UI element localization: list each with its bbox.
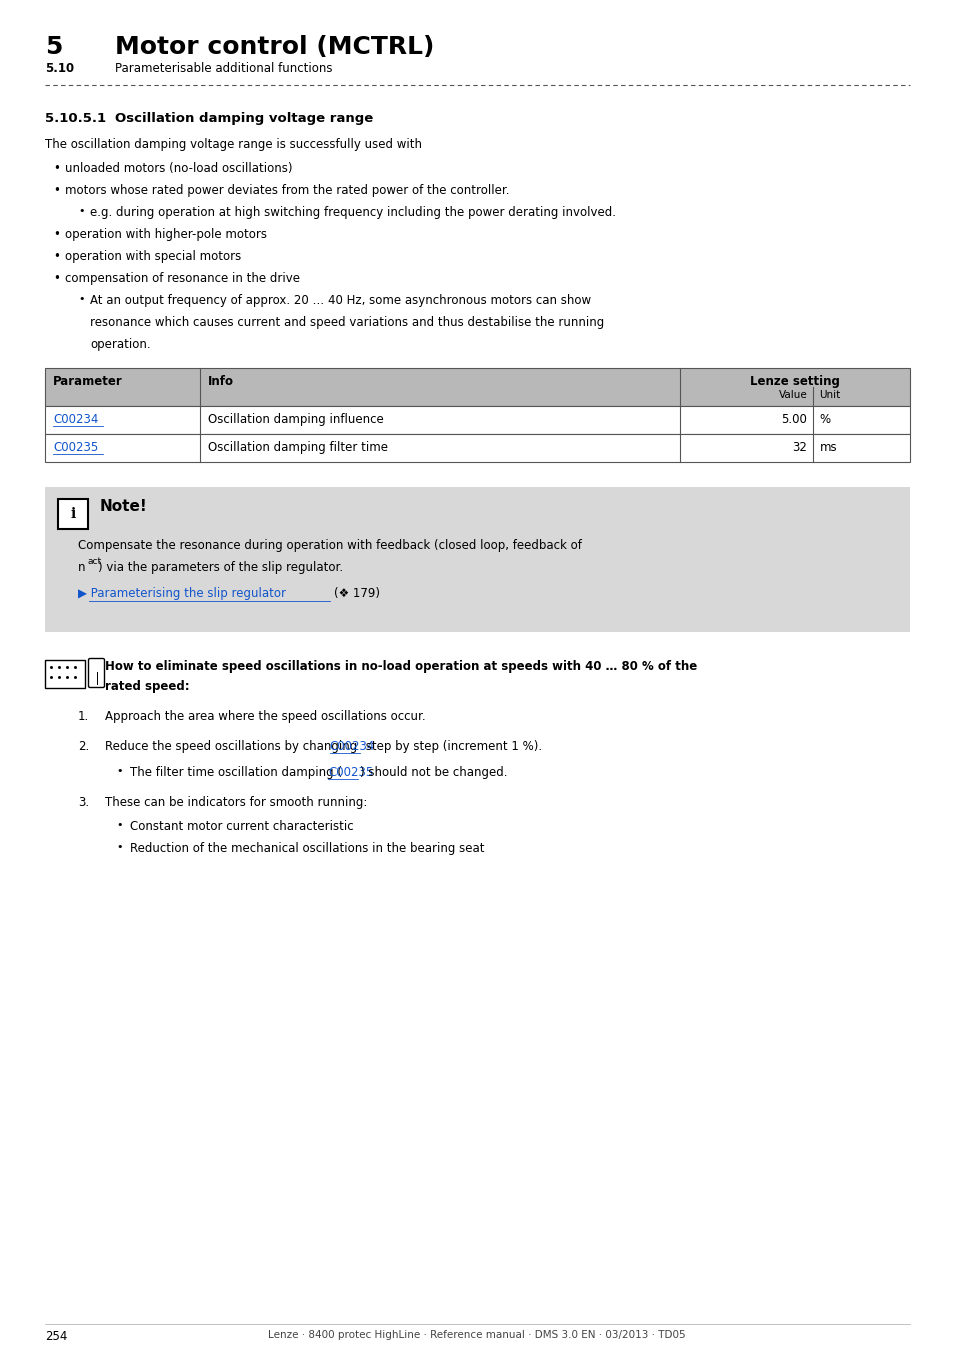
Text: 5.10.5.1: 5.10.5.1 [45,112,106,126]
Text: ) should not be changed.: ) should not be changed. [359,765,507,779]
Text: The filter time oscillation damping (: The filter time oscillation damping ( [130,765,341,779]
Bar [45,433,909,462]
Text: unloaded motors (no-load oscillations): unloaded motors (no-load oscillations) [65,162,293,176]
Text: Approach the area where the speed oscillations occur.: Approach the area where the speed oscill… [105,710,425,724]
Text: At an output frequency of approx. 20 … 40 Hz, some asynchronous motors can show: At an output frequency of approx. 20 … 4… [90,294,591,306]
Text: Reduce the speed oscillations by changing: Reduce the speed oscillations by changin… [105,740,360,753]
Text: operation with higher-pole motors: operation with higher-pole motors [65,228,267,242]
Text: 1.: 1. [78,710,90,724]
Text: •: • [53,162,60,176]
Bar [45,369,909,406]
Text: C00234: C00234 [53,413,98,427]
Text: ▶ Parameterising the slip regulator: ▶ Parameterising the slip regulator [78,587,286,599]
Text: The oscillation damping voltage range is successfully used with: The oscillation damping voltage range is… [45,138,421,151]
Bar [58,500,88,529]
Text: i: i [71,508,75,521]
Text: ) via the parameters of the slip regulator.: ) via the parameters of the slip regulat… [98,562,343,574]
Text: 3.: 3. [78,796,89,809]
Text: 32: 32 [792,441,806,454]
Text: 2.: 2. [78,740,90,753]
Text: Info: Info [208,375,233,387]
Text: These can be indicators for smooth running:: These can be indicators for smooth runni… [105,796,367,809]
Bar [45,487,909,632]
Text: Lenze · 8400 protec HighLine · Reference manual · DMS 3.0 EN · 03/2013 · TD05: Lenze · 8400 protec HighLine · Reference… [268,1330,685,1341]
Text: n: n [78,562,86,574]
Text: operation.: operation. [90,338,151,351]
Text: Oscillation damping voltage range: Oscillation damping voltage range [115,112,373,126]
Text: •: • [78,207,85,216]
Text: operation with special motors: operation with special motors [65,250,241,263]
Text: resonance which causes current and speed variations and thus destabilise the run: resonance which causes current and speed… [90,316,603,329]
Text: Value: Value [778,390,806,400]
Text: 5.00: 5.00 [781,413,806,427]
Text: How to eliminate speed oscillations in no-load operation at speeds with 40 … 80 : How to eliminate speed oscillations in n… [105,660,697,674]
Text: •: • [116,765,122,776]
Text: %: % [819,413,830,427]
Text: Motor control (MCTRL): Motor control (MCTRL) [115,35,434,59]
Text: motors whose rated power deviates from the rated power of the controller.: motors whose rated power deviates from t… [65,184,509,197]
Bar [45,406,909,433]
Text: Lenze setting: Lenze setting [749,375,839,387]
Text: C00235: C00235 [328,765,373,779]
Text: 5: 5 [45,35,62,59]
Text: C00234: C00234 [330,740,375,753]
Text: •: • [53,271,60,285]
Text: Parameter: Parameter [53,375,123,387]
Text: •: • [116,842,122,852]
Text: rated speed:: rated speed: [105,680,190,693]
Text: e.g. during operation at high switching frequency including the power derating i: e.g. during operation at high switching … [90,207,616,219]
Text: Note!: Note! [100,500,148,514]
Text: ms: ms [819,441,836,454]
Text: •: • [116,819,122,830]
Text: •: • [53,250,60,263]
Text: step by step (increment 1 %).: step by step (increment 1 %). [361,740,541,753]
FancyBboxPatch shape [89,659,105,687]
Text: 5.10: 5.10 [45,62,74,76]
Text: Constant motor current characteristic: Constant motor current characteristic [130,819,354,833]
Text: act: act [87,556,101,566]
Text: •: • [78,294,85,304]
Text: Reduction of the mechanical oscillations in the bearing seat: Reduction of the mechanical oscillations… [130,842,484,855]
Text: (❖ 179): (❖ 179) [334,587,379,599]
Text: Compensate the resonance during operation with feedback (closed loop, feedback o: Compensate the resonance during operatio… [78,539,581,552]
Text: Oscillation damping influence: Oscillation damping influence [208,413,383,427]
Text: 254: 254 [45,1330,68,1343]
Text: Oscillation damping filter time: Oscillation damping filter time [208,441,388,454]
Text: •: • [53,228,60,242]
Bar [45,660,85,688]
Text: Unit: Unit [819,390,840,400]
Text: C00235: C00235 [53,441,98,454]
Text: compensation of resonance in the drive: compensation of resonance in the drive [65,271,299,285]
Text: •: • [53,184,60,197]
Text: Parameterisable additional functions: Parameterisable additional functions [115,62,333,76]
